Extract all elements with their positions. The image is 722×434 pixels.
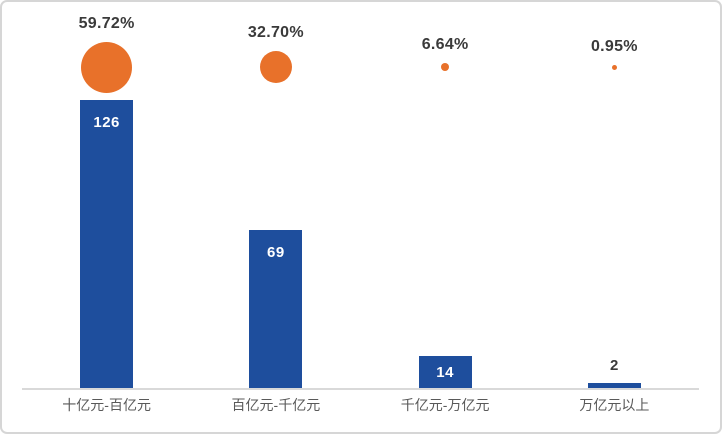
category-label: 万亿元以上 — [579, 397, 650, 413]
bar-value-label: 2 — [609, 357, 619, 374]
bar — [587, 383, 641, 388]
bubble-marker — [611, 64, 617, 70]
bar: 69 — [249, 230, 303, 388]
percent-label: 6.64% — [421, 36, 469, 53]
category-label: 千亿元-万亿元 — [400, 397, 490, 413]
bar-value-label: 126 — [93, 114, 120, 131]
bar: 126 — [80, 100, 134, 388]
bubble-marker — [259, 51, 292, 83]
bar: 14 — [418, 356, 472, 388]
bubble-marker — [441, 63, 450, 71]
percent-label: 32.70% — [247, 24, 304, 41]
category-label: 十亿元-百亿元 — [62, 397, 151, 413]
bar-value-label: 14 — [436, 363, 454, 381]
bubble-marker — [81, 41, 133, 93]
percent-label: 59.72% — [78, 14, 135, 32]
bar-value-label: 69 — [267, 244, 285, 261]
x-axis-line — [22, 388, 699, 390]
percent-label: 0.95% — [590, 37, 638, 55]
category-label: 百亿元-千亿元 — [231, 397, 321, 413]
